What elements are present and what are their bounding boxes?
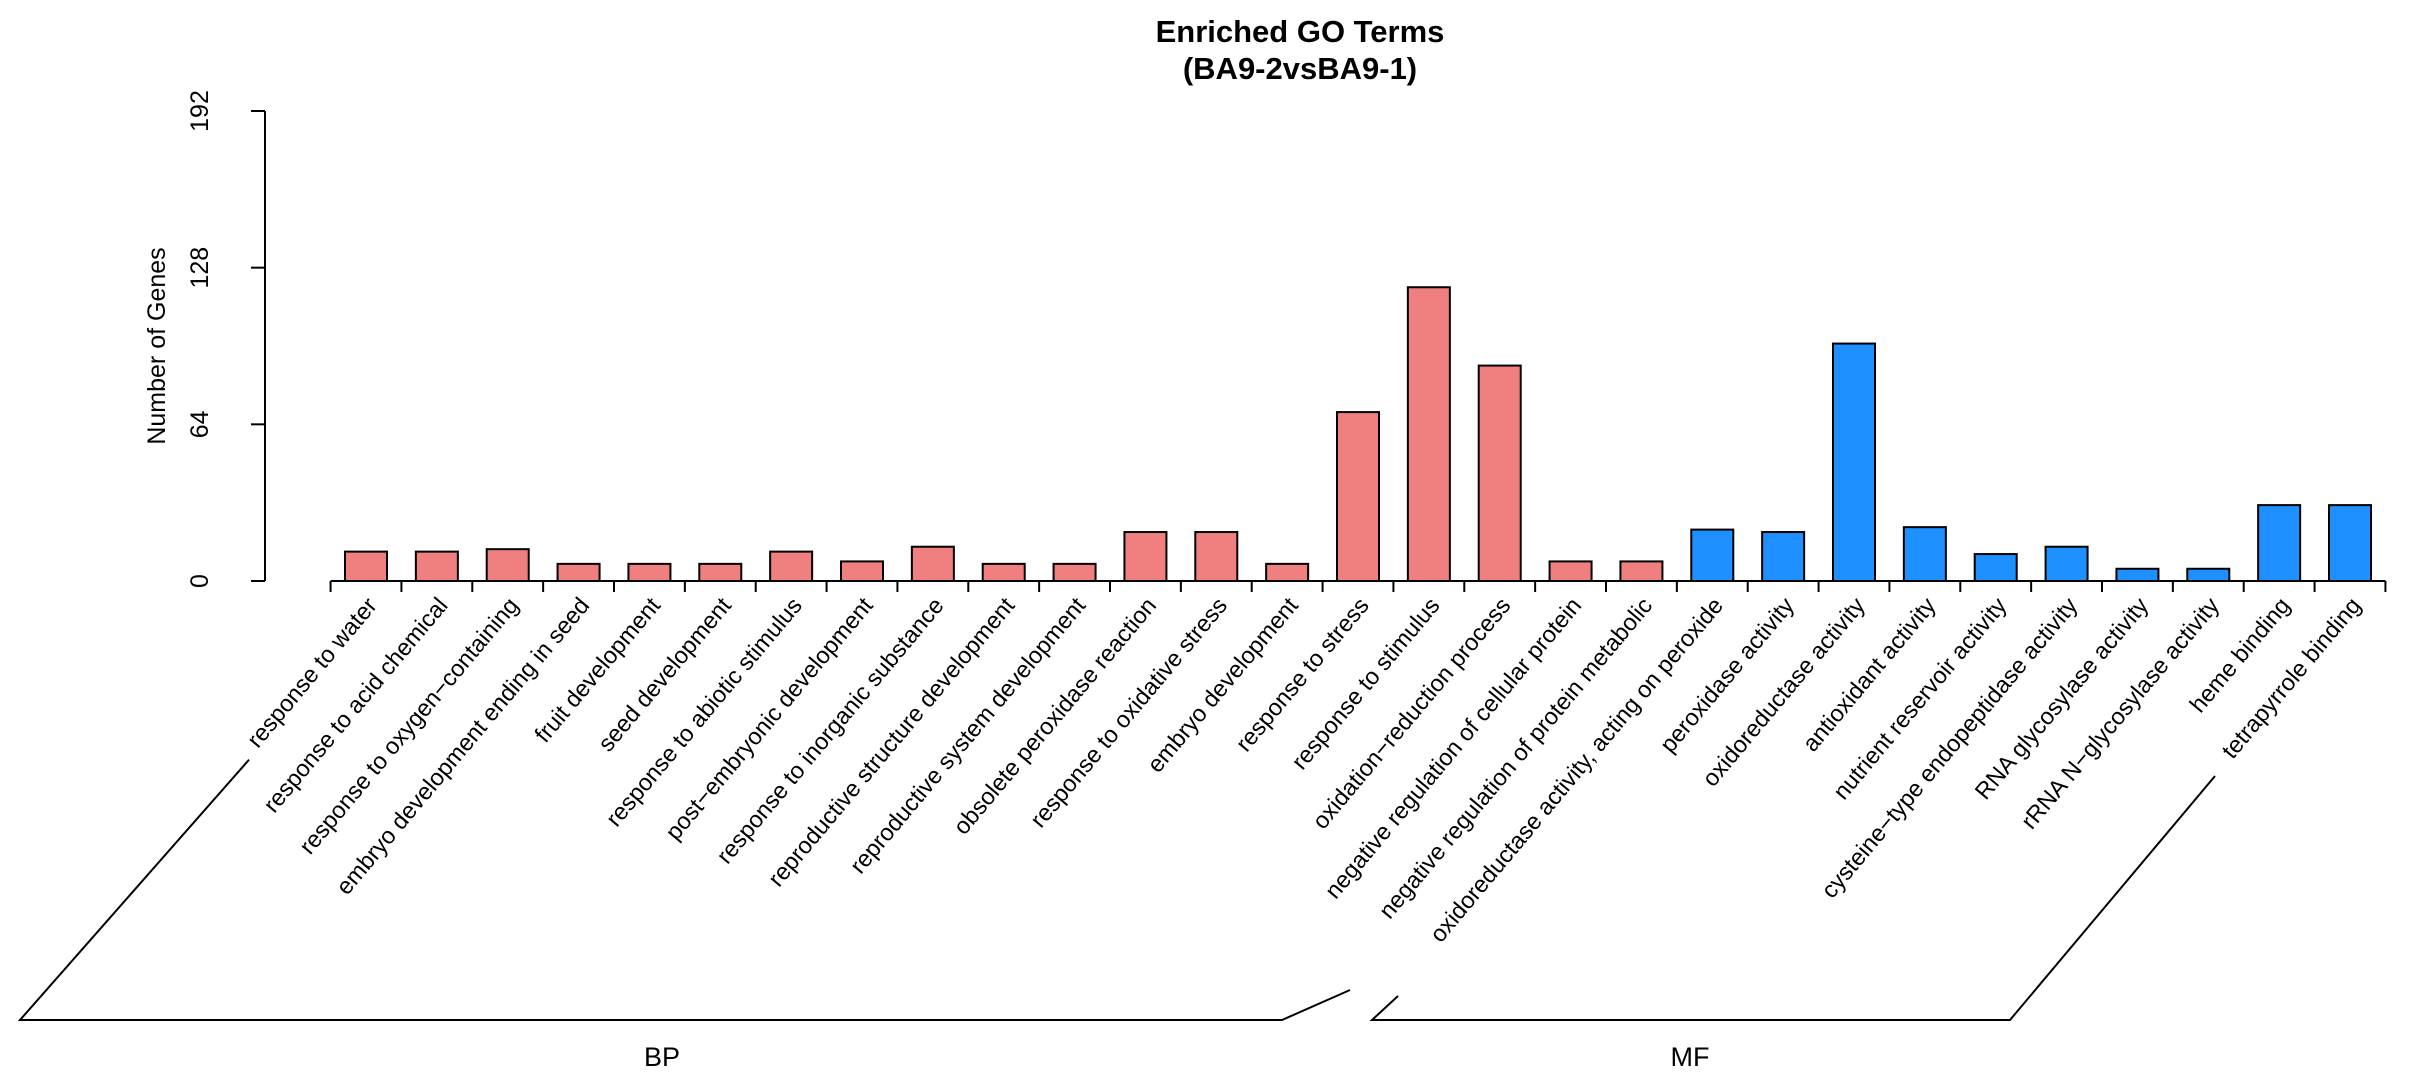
y-axis-label: Number of Genes: [143, 247, 171, 444]
bar: [2186, 567, 2231, 583]
bar: [1265, 562, 1310, 582]
bar: [1052, 562, 1097, 582]
bar: [1761, 531, 1806, 583]
bars: [344, 286, 2372, 583]
chart-title-line1: Enriched GO Terms: [1156, 14, 1445, 49]
bar: [2044, 545, 2089, 583]
category-label: negative regulation of cellular protein: [1320, 593, 1587, 904]
bar: [698, 562, 743, 582]
category-label: embryo development ending in seed: [331, 593, 594, 900]
category-label: response to water: [242, 592, 382, 752]
bar: [2115, 567, 2160, 583]
axes: 0 64 128 192: [186, 90, 2387, 592]
group-label-mf: MF: [1671, 1042, 1710, 1072]
category-label: fruit development: [529, 592, 665, 747]
bar: [627, 562, 672, 582]
bp-group-bracket: [17, 759, 1351, 1021]
bar: [1336, 411, 1380, 582]
bar: [1832, 342, 1876, 583]
category-label: response to stress: [1230, 593, 1373, 757]
bar: [769, 550, 814, 582]
bar: [556, 562, 601, 582]
y-tick-label: 0: [186, 574, 214, 588]
bar: [1973, 553, 2018, 583]
bar: [1406, 286, 1451, 582]
bar: [981, 562, 1026, 582]
chart-title-line2: (BA9-2vsBA9-1): [1183, 51, 1417, 86]
bar: [2328, 504, 2372, 583]
bar: [1123, 531, 1168, 583]
bar: [1194, 531, 1239, 583]
mf-group-bracket: [1369, 775, 2216, 1021]
category-label: cysteine−type endopeptidase activity: [1816, 592, 2083, 903]
bar: [414, 550, 459, 582]
category-label: seed development: [593, 592, 737, 756]
category-label: peroxidase activity: [1655, 592, 1799, 757]
bar: [1548, 560, 1593, 583]
y-tick-label: 128: [186, 247, 214, 289]
bar: [1690, 528, 1735, 582]
y-tick-label: 192: [186, 90, 214, 132]
bar: [840, 560, 884, 583]
bar: [2257, 504, 2302, 583]
category-label: tetrapyrrole binding: [2217, 593, 2366, 764]
bar: [1619, 560, 1664, 583]
bar: [910, 545, 955, 583]
bar: [1477, 364, 1522, 583]
y-tick-label: 64: [186, 410, 214, 438]
bar: [485, 548, 530, 582]
group-brackets: BP MF: [17, 759, 2216, 1072]
bar: [1902, 526, 1947, 582]
category-label: antioxidant activity: [1797, 592, 1941, 756]
bar: [344, 550, 388, 582]
group-label-bp: BP: [644, 1042, 680, 1072]
